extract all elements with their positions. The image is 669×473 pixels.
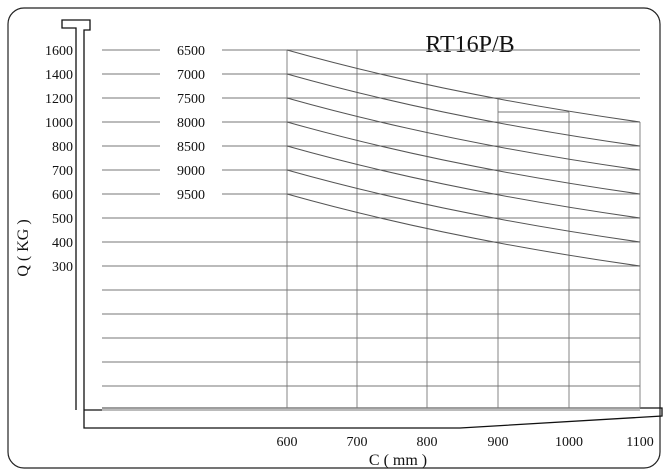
x-tick-labels: 600 700 800 900 1000 1100 (277, 435, 654, 450)
x-axis-label: C ( mm ) (369, 452, 427, 469)
y-tick-label: 1000 (45, 116, 73, 131)
y-tick-label: 400 (52, 236, 73, 251)
height-leaders (102, 49, 160, 195)
x-tick-label: 1100 (626, 435, 653, 450)
capacity-curve-8000 (286, 121, 641, 195)
x-tick-label: 1000 (555, 435, 583, 450)
capacity-curve-6500 (286, 49, 641, 123)
height-label-bg (163, 114, 219, 130)
grid-vertical (286, 49, 641, 408)
capacity-curve-7500 (286, 97, 641, 171)
y-tick-labels: 1600 1400 1200 1000 800 700 600 500 400 300 (45, 44, 73, 275)
height-label: 7500 (177, 92, 205, 107)
x-tick-label: 700 (347, 435, 368, 450)
fork-blade (83, 407, 663, 429)
height-label-bg (163, 90, 219, 106)
grid-horizontal (102, 49, 640, 411)
height-label-bg (163, 138, 219, 154)
y-tick-label: 500 (52, 212, 73, 227)
height-label: 6500 (177, 44, 205, 59)
height-label: 9500 (177, 188, 205, 203)
height-label: 8500 (177, 140, 205, 155)
height-label-bg (163, 42, 219, 58)
x-tick-label: 800 (417, 435, 438, 450)
y-tick-label: 1400 (45, 68, 73, 83)
fork-outline (61, 19, 91, 410)
capacity-curve-9500 (286, 193, 641, 267)
y-tick-label: 700 (52, 164, 73, 179)
height-label-bg (163, 66, 219, 82)
height-labels: 6500 7000 7500 8000 8500 9000 9500 (163, 42, 219, 203)
capacity-curve-7000 (286, 73, 641, 147)
height-label-bg (163, 186, 219, 202)
height-label: 7000 (177, 68, 205, 83)
y-tick-label: 300 (52, 260, 73, 275)
height-label-bg (163, 162, 219, 178)
y-axis-label: Q ( KG ) (15, 219, 32, 276)
y-tick-label: 800 (52, 140, 73, 155)
y-tick-label: 1200 (45, 92, 73, 107)
chart-frame (7, 7, 661, 469)
capacity-curve-8500 (286, 145, 641, 219)
chart-title: RT16P/B (425, 32, 514, 58)
capacity-curves (286, 49, 641, 267)
capacity-curve-9000 (286, 169, 641, 243)
y-tick-label: 600 (52, 188, 73, 203)
y-tick-label: 1600 (45, 44, 73, 59)
x-tick-label: 900 (488, 435, 509, 450)
height-label: 8000 (177, 116, 205, 131)
height-label: 9000 (177, 164, 205, 179)
x-tick-label: 600 (277, 435, 298, 450)
